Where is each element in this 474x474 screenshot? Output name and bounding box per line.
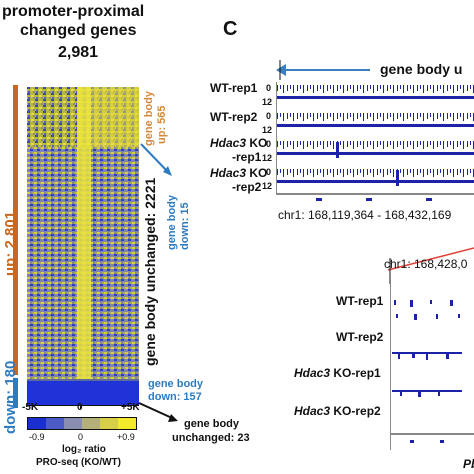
scale-top-2b: 12: [262, 125, 273, 135]
zoom-signal-wt-rep2: [396, 314, 460, 320]
track-label-wt-rep2: WT-rep2: [210, 110, 258, 124]
top-tracks: [276, 82, 474, 201]
colorbar-label-line2: PRO-seq (KO/WT): [36, 457, 121, 468]
unchanged23-arrow-line: [138, 402, 173, 419]
track-label-ko-rep1: Hdac3 KO: [210, 136, 267, 150]
scale-top-4a: 0: [266, 167, 272, 177]
down15-arrow-line: [140, 143, 169, 173]
zoom-signal-ko-rep1: [392, 352, 462, 360]
zoom-signal-ko-rep2: [392, 390, 462, 397]
down15-arrow-head: [163, 166, 172, 176]
gene-body-down157-label2: down: 157: [148, 391, 202, 403]
zoom-signal-wt-rep1: [394, 300, 453, 307]
zoom-label-ko-rep2-gene: Hdac3: [294, 404, 331, 418]
track-label-ko-rep1-gene: Hdac3: [210, 136, 247, 150]
track-label-ko-rep2-b: -rep2: [232, 180, 262, 194]
zoom-label-ko-rep2-ko: KO-rep2: [330, 404, 381, 418]
unchanged23-arrow-head: [168, 414, 178, 422]
track-label-ko-rep2: Hdac3 KO: [210, 166, 267, 180]
track-label-ko-rep1-b: -rep1: [232, 150, 262, 164]
up-bar: [13, 85, 18, 375]
colorbar-label-line1: log₂ ratio: [62, 444, 106, 455]
zoom-label-wt-rep2: WT-rep2: [336, 330, 384, 344]
zoom-label-ko-rep1-ko: KO-rep1: [330, 366, 381, 380]
gene-body-unchanged23-label1: gene body: [184, 418, 240, 430]
scale-top-1b: 12: [262, 97, 273, 107]
x-axis-tick-mid: [80, 405, 81, 409]
zoom-label-ko-rep1: Hdac3 KO-rep1: [294, 366, 381, 380]
gene-count: 2,981: [58, 44, 99, 61]
scale-top-2a: 0: [266, 111, 272, 121]
track-label-wt-rep1: WT-rep1: [210, 81, 258, 95]
colorbar: [27, 417, 137, 430]
track-signal-ko-rep2: [277, 169, 474, 183]
track-signal-wt-rep1: [277, 85, 474, 99]
zoom-label-ko-rep1-gene: Hdac3: [294, 366, 331, 380]
x-axis-line: [27, 405, 139, 406]
track-signal-wt-rep2: [277, 113, 474, 127]
zoom-label-ko-rep2: Hdac3 KO-rep2: [294, 404, 381, 418]
zoom-gene-label: Pb: [463, 457, 474, 471]
track-signal-ko-rep1: [277, 141, 474, 155]
panel-letter: C: [223, 18, 238, 40]
colorbar-tick-high: +0.9: [117, 432, 135, 442]
zoom-label-wt-rep1: WT-rep1: [336, 294, 384, 308]
scale-top-1a: 0: [266, 83, 272, 93]
heatmap: [27, 87, 139, 405]
zoom-tracks: [390, 280, 474, 450]
gene-body-down157-label1: gene body: [148, 378, 204, 390]
scale-top-3b: 12: [262, 153, 273, 163]
track-label-ko-rep1-ko: KO: [246, 136, 268, 150]
scale-top-3a: 0: [266, 139, 272, 149]
gene-body-unchanged23-label2: unchanged: 23: [172, 432, 250, 444]
title-line2: changed genes: [20, 22, 137, 39]
gene-body-arrow: [276, 60, 370, 80]
track-label-ko-rep2-gene: Hdac3: [210, 166, 247, 180]
coords-top: chr1: 168,119,364 - 168,432,169: [278, 208, 452, 222]
down-bar: [13, 378, 18, 408]
gene-body-top-label: gene body u: [380, 61, 463, 77]
zoom-indicator: [387, 247, 474, 284]
scale-top-4b: 12: [262, 181, 273, 191]
x-axis-left: -5K: [22, 402, 39, 413]
title-line1: promoter-proximal: [2, 3, 145, 20]
track-label-ko-rep2-ko: KO: [246, 166, 268, 180]
coords-zoom: chr1: 168,428,0: [384, 257, 468, 271]
x-axis-mid: 0: [77, 402, 83, 413]
colorbar-tick-low: -0.9: [29, 432, 45, 442]
x-axis-right: +5K: [121, 402, 140, 413]
colorbar-tick-mid: 0: [78, 432, 84, 442]
